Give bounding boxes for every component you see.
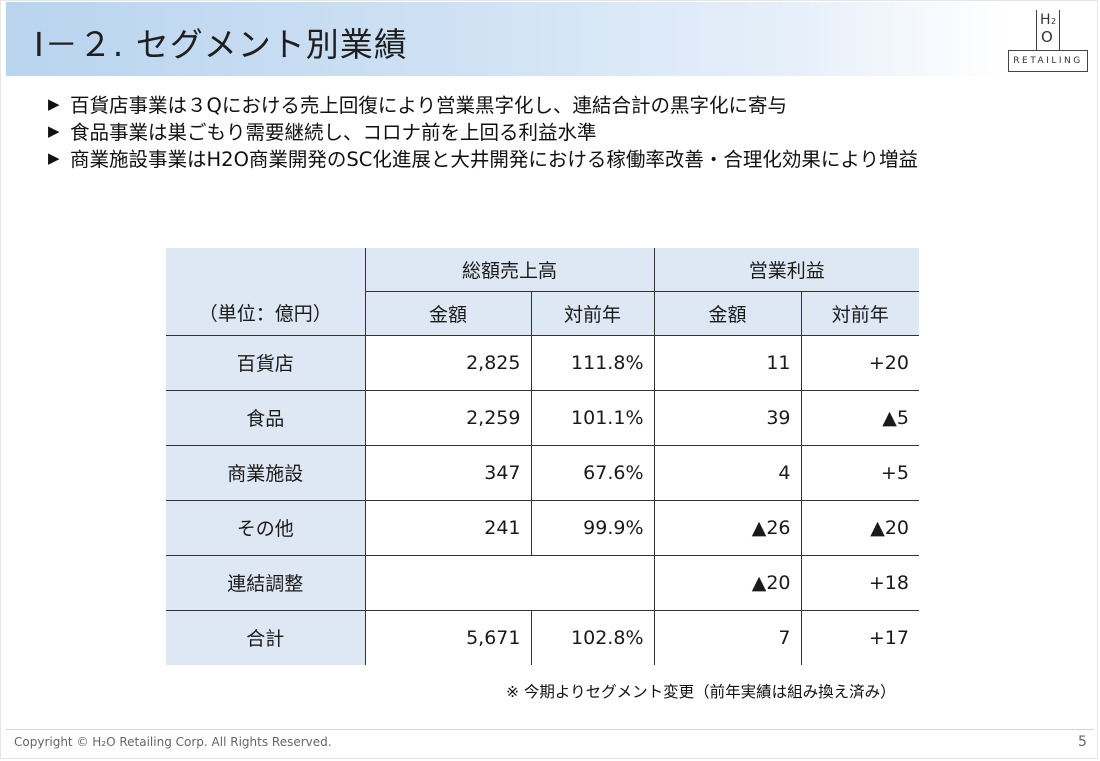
- bullet-text: 食品事業は巣ごもり需要継続し、コロナ前を上回る利益水準: [70, 121, 597, 144]
- bullet-list: ▶ 百貨店事業は３Qにおける売上回復により営業黒字化し、連結合計の黒字化に寄与 …: [48, 90, 918, 171]
- header-sales-group: 総額売上高: [364, 248, 654, 292]
- footer-divider: [6, 729, 1094, 730]
- profit-amount-cell: 39: [653, 390, 801, 446]
- sales-amount-cell: 2,825: [364, 335, 531, 391]
- table-row: 連結調整 ▲20 +18: [166, 555, 919, 611]
- header-sales-yoy: 対前年: [530, 291, 654, 336]
- profit-yoy-cell: +5: [800, 445, 919, 501]
- row-label: 百貨店: [166, 335, 365, 391]
- row-label: 商業施設: [166, 445, 365, 501]
- header-sales-amount: 金額: [364, 291, 531, 336]
- bullet-item: ▶ 百貨店事業は３Qにおける売上回復により営業黒字化し、連結合計の黒字化に寄与: [48, 90, 918, 117]
- table-header-row: 総額売上高 営業利益: [166, 248, 919, 292]
- footnote: ※ 今期よりセグメント変更（前年実績は組み換え済み）: [506, 683, 896, 701]
- header-profit-amount: 金額: [653, 291, 801, 336]
- header-profit-yoy: 対前年: [800, 291, 919, 336]
- profit-amount-cell: ▲20: [653, 555, 801, 611]
- table-row: 百貨店 2,825 111.8% 11 +20: [166, 335, 919, 391]
- sales-amount-cell: 241: [364, 500, 531, 556]
- profit-amount-cell: 4: [653, 445, 801, 501]
- sales-yoy-cell: 101.1%: [530, 390, 654, 446]
- sales-amount-cell: 2,259: [364, 390, 531, 446]
- row-label: 連結調整: [166, 555, 365, 611]
- logo-mark: H 2 O: [1036, 10, 1060, 50]
- sales-yoy-cell: 67.6%: [530, 445, 654, 501]
- sales-amount-cell: 347: [364, 445, 531, 501]
- sales-yoy-cell: 99.9%: [530, 500, 654, 556]
- bullet-text: 百貨店事業は３Qにおける売上回復により営業黒字化し、連結合計の黒字化に寄与: [70, 94, 787, 117]
- table-corner-cell: [166, 248, 365, 291]
- table-row: 商業施設 347 67.6% 4 +5: [166, 445, 919, 501]
- profit-amount-cell: ▲26: [653, 500, 801, 556]
- table-row: 合計 5,671 102.8% 7 +17: [166, 610, 919, 665]
- triangle-bullet-icon: ▶: [48, 94, 60, 113]
- table-row: 食品 2,259 101.1% 39 ▲5: [166, 390, 919, 446]
- profit-amount-cell: 7: [653, 610, 801, 665]
- profit-yoy-cell: ▲5: [800, 390, 919, 446]
- page-number: 5: [1078, 734, 1087, 750]
- bullet-item: ▶ 商業施設事業はH2O商業開発のSC化進展と大井開発における稼働率改善・合理化…: [48, 144, 918, 171]
- row-label: 食品: [166, 390, 365, 446]
- sales-empty-cell: [364, 555, 654, 611]
- table-subheader-row: （単位：億円） 金額 対前年 金額 対前年: [166, 291, 919, 336]
- slide-title: Ⅰ－２. セグメント別業績: [34, 25, 408, 64]
- logo-wordmark: RETAILING: [1008, 50, 1088, 72]
- bullet-text: 商業施設事業はH2O商業開発のSC化進展と大井開発における稼働率改善・合理化効果…: [70, 148, 919, 171]
- profit-yoy-cell: +17: [800, 610, 919, 665]
- copyright-text: Copyright © H₂O Retailing Corp. All Righ…: [14, 735, 332, 749]
- profit-yoy-cell: +20: [800, 335, 919, 391]
- table-row: その他 241 99.9% ▲26 ▲20: [166, 500, 919, 556]
- segment-results-table: 総額売上高 営業利益 （単位：億円） 金額 対前年 金額 対前年 百貨店 2,8…: [166, 248, 919, 665]
- sales-yoy-cell: 111.8%: [530, 335, 654, 391]
- logo-letter-h: H: [1040, 12, 1051, 28]
- logo-subscript-2: 2: [1051, 17, 1057, 26]
- logo-letter-o: O: [1041, 28, 1053, 46]
- title-band: [6, 2, 1006, 76]
- row-label: 合計: [166, 610, 365, 665]
- profit-amount-cell: 11: [653, 335, 801, 391]
- triangle-bullet-icon: ▶: [48, 148, 60, 167]
- triangle-bullet-icon: ▶: [48, 121, 60, 140]
- sales-amount-cell: 5,671: [364, 610, 531, 665]
- row-label: その他: [166, 500, 365, 556]
- header-profit-group: 営業利益: [653, 248, 919, 292]
- profit-yoy-cell: +18: [800, 555, 919, 611]
- profit-yoy-cell: ▲20: [800, 500, 919, 556]
- unit-label: （単位：億円）: [166, 291, 365, 336]
- sales-yoy-cell: 102.8%: [530, 610, 654, 665]
- h2o-retailing-logo: H 2 O RETAILING: [1008, 4, 1090, 72]
- bullet-item: ▶ 食品事業は巣ごもり需要継続し、コロナ前を上回る利益水準: [48, 117, 918, 144]
